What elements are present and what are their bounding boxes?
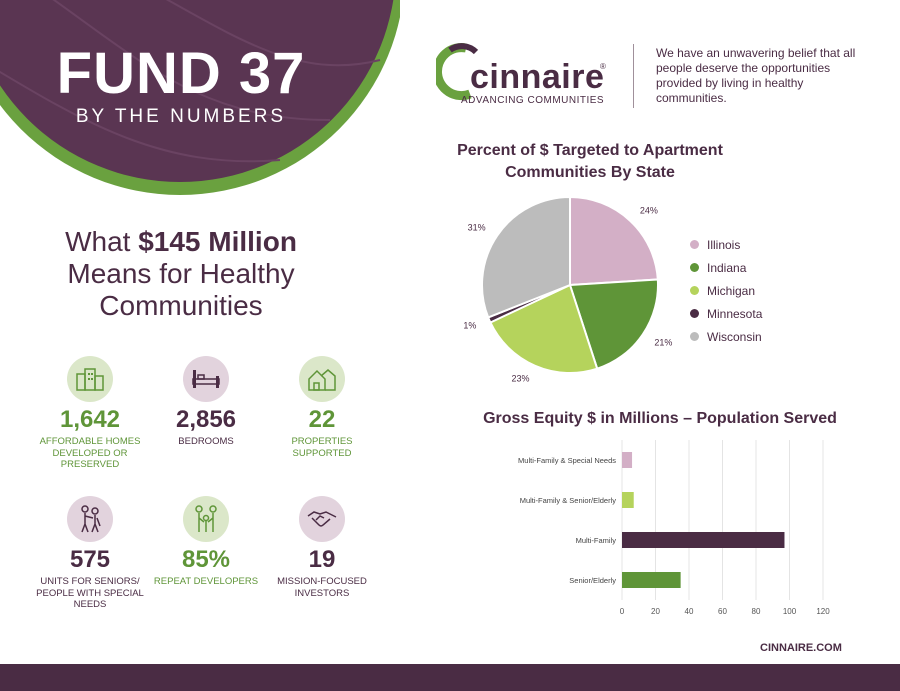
bar-chart: 0 20 40 60 80 100 120 Multi-Family & Special Ne… — [518, 440, 830, 616]
bar-0 — [622, 452, 633, 468]
pie-slice-wisconsin — [481, 195, 571, 319]
legend-label: Minnesota — [707, 306, 763, 321]
legend-swatch — [690, 240, 699, 249]
pie-slice-indiana — [568, 278, 659, 370]
x-tick-label: 100 — [783, 607, 797, 616]
buildings-icon — [67, 356, 113, 402]
stat-number: 19 — [308, 546, 336, 573]
stat-label: MISSION-FOCUSED INVESTORS — [277, 576, 367, 599]
cinnaire-logo-mark — [436, 43, 479, 101]
x-tick-label: 40 — [685, 607, 694, 616]
stat-label: AFFORDABLE HOMES DEVELOPED OR PRESERVED — [39, 436, 141, 470]
headline-pre: What — [65, 226, 139, 257]
headline-amount: $145 Million — [138, 226, 297, 257]
pie-slice-label: 31% — [468, 223, 486, 233]
pie-slice-label: 21% — [654, 337, 672, 347]
x-tick-label: 120 — [816, 607, 830, 616]
footer-url[interactable]: CINNAIRE.COM — [760, 642, 842, 654]
pie-slice-label: 24% — [640, 206, 658, 216]
bar-3 — [622, 572, 681, 588]
stat-investors: 19 MISSION-FOCUSED INVESTORS — [262, 496, 382, 599]
stat-label: REPEAT DEVELOPERS — [153, 576, 259, 587]
family-icon — [183, 496, 229, 542]
hero-subtitle: BY THE NUMBERS — [75, 106, 287, 127]
logo-tagline: ADVANCING COMMUNITIES — [461, 95, 605, 106]
logo-registered: ® — [600, 62, 606, 71]
bar-chart-title: Gross Equity $ in Millions – Population … — [483, 410, 837, 427]
x-tick-label: 0 — [620, 607, 625, 616]
hero-banner: FUND 37 BY THE NUMBERS — [0, 0, 400, 200]
legend-label: Wisconsin — [707, 329, 762, 344]
stat-properties: 22 PROPERTIES SUPPORTED — [262, 356, 382, 459]
x-tick-label: 60 — [718, 607, 727, 616]
stat-senior-units: 575 UNITS FOR SENIORS/ PEOPLE WITH SPECI… — [30, 496, 150, 611]
stat-number: 1,642 — [59, 406, 121, 433]
stat-number: 22 — [308, 406, 336, 433]
headline: What $145 Million Means for Healthy Comm… — [0, 226, 362, 322]
y-category-label: Multi-Family — [576, 536, 617, 545]
houses-icon — [299, 356, 345, 402]
footer-bar — [0, 664, 900, 691]
stat-number: 575 — [69, 546, 111, 573]
y-category-label: Senior/Elderly — [569, 576, 616, 585]
legend-item-michigan: Michigan — [690, 279, 762, 302]
pie-legend: Illinois Indiana Michigan Minnesota Wisconsi… — [690, 233, 762, 348]
legend-item-minnesota: Minnesota — [690, 302, 762, 325]
legend-swatch — [690, 286, 699, 295]
y-category-label: Multi-Family & Special Needs — [518, 456, 616, 465]
stat-label: UNITS FOR SENIORS/ PEOPLE WITH SPECIAL N… — [36, 576, 144, 610]
bar-1 — [622, 492, 634, 508]
legend-item-wisconsin: Wisconsin — [690, 325, 762, 348]
pie-chart-title: Percent of $ Targeted to Apartment Commu… — [457, 142, 723, 181]
legend-item-illinois: Illinois — [690, 233, 762, 256]
bed-icon — [183, 356, 229, 402]
people-assist-icon — [67, 496, 113, 542]
legend-swatch — [690, 263, 699, 272]
pie-slice-label: 1% — [463, 321, 476, 331]
pie-slice-michigan — [489, 283, 599, 374]
stat-number: 85% — [181, 546, 231, 573]
stat-bedrooms: 2,856 BEDROOMS — [146, 356, 266, 448]
legend-label: Indiana — [707, 260, 747, 275]
pie-slice-illinois — [569, 195, 659, 287]
header-divider — [633, 44, 634, 108]
y-category-label: Multi-Family & Senior/Elderly — [520, 496, 617, 505]
legend-label: Illinois — [707, 237, 741, 252]
hero-title: FUND 37 — [56, 41, 306, 106]
belief-statement: We have an unwavering belief that all pe… — [656, 46, 856, 105]
headline-line2: Means for Healthy — [67, 258, 295, 289]
stat-label: PROPERTIES SUPPORTED — [291, 436, 353, 459]
legend-swatch — [690, 309, 699, 318]
x-tick-label: 80 — [752, 607, 761, 616]
stat-label: BEDROOMS — [178, 436, 234, 447]
stat-repeat-developers: 85% REPEAT DEVELOPERS — [146, 496, 266, 588]
x-tick-label: 20 — [651, 607, 660, 616]
legend-item-indiana: Indiana — [690, 256, 762, 279]
headline-line3: Communities — [99, 290, 263, 321]
hero-background — [0, 0, 400, 195]
handshake-icon — [299, 496, 345, 542]
logo-wordmark: cinnaire — [470, 58, 605, 96]
legend-label: Michigan — [707, 283, 756, 298]
stat-number: 2,856 — [175, 406, 237, 433]
pie-chart: 24% 21% 23% 1% 31% — [463, 195, 672, 384]
bar-2 — [622, 532, 785, 548]
pie-slice-label: 23% — [511, 374, 529, 384]
stat-affordable-homes: 1,642 AFFORDABLE HOMES DEVELOPED OR PRES… — [30, 356, 150, 471]
legend-swatch — [690, 332, 699, 341]
